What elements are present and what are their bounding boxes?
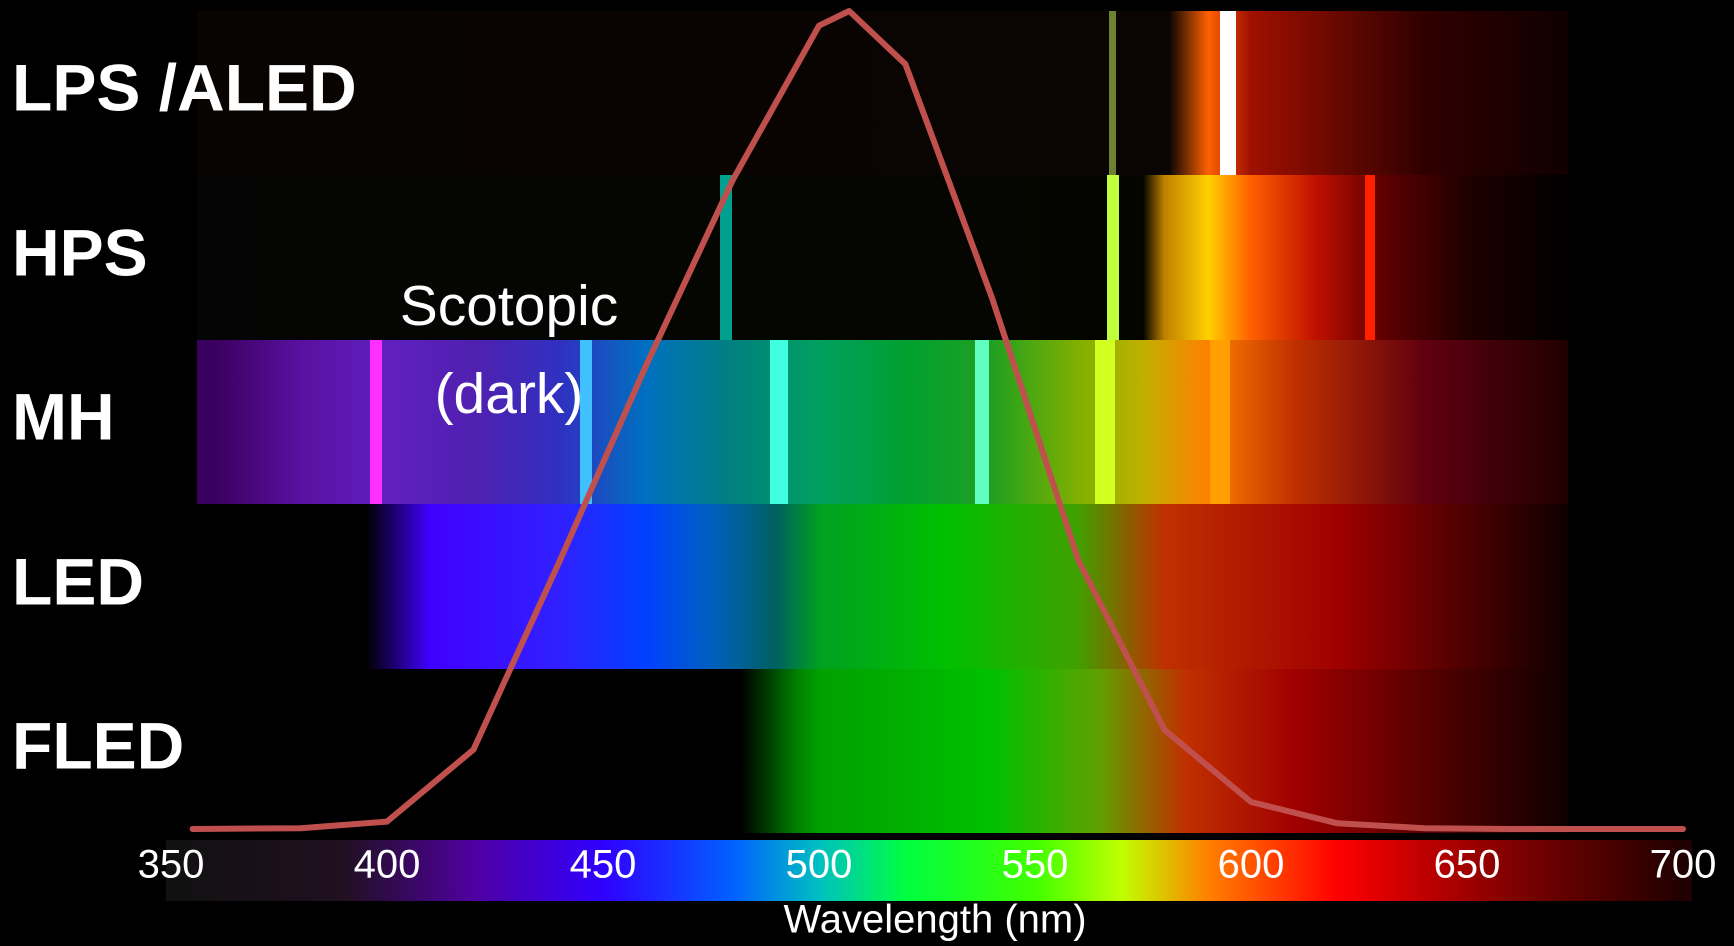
x-tick-label: 550 [1002, 843, 1069, 887]
x-tick-label: 400 [354, 843, 421, 887]
x-tick-label: 600 [1218, 843, 1285, 887]
x-tick-label: 650 [1434, 843, 1501, 887]
emission-line [370, 340, 382, 504]
annotation: (dark) [435, 362, 584, 426]
spectra [166, 11, 1692, 901]
annotation: Scotopic [400, 274, 619, 338]
chart: LPS /ALED HPS MH LED FLED 350 400 450 500 550 600 6… [0, 0, 1734, 946]
row-label: HPS [12, 215, 148, 289]
row-label: LPS /ALED [12, 50, 357, 124]
x-tick-label: 700 [1650, 843, 1717, 887]
emission-line [1210, 340, 1230, 504]
x-tick-label: 450 [570, 843, 637, 887]
emission-line [1365, 175, 1375, 340]
x-tick-label: 350 [138, 843, 205, 887]
emission-line [770, 340, 788, 504]
emission-line [1220, 11, 1236, 175]
spectrum-lps [197, 11, 1568, 175]
emission-line [1107, 175, 1119, 340]
x-tick-label: 500 [786, 843, 853, 887]
row-label: LED [12, 544, 144, 618]
spectrum-mh [197, 340, 1568, 504]
row-label: FLED [12, 708, 184, 782]
emission-line [975, 340, 989, 504]
spectrum-led [197, 504, 1568, 669]
emission-line [1109, 11, 1116, 175]
x-axis-label: Wavelength (nm) [783, 898, 1086, 942]
emission-line [1095, 340, 1115, 504]
row-label: MH [12, 379, 115, 453]
